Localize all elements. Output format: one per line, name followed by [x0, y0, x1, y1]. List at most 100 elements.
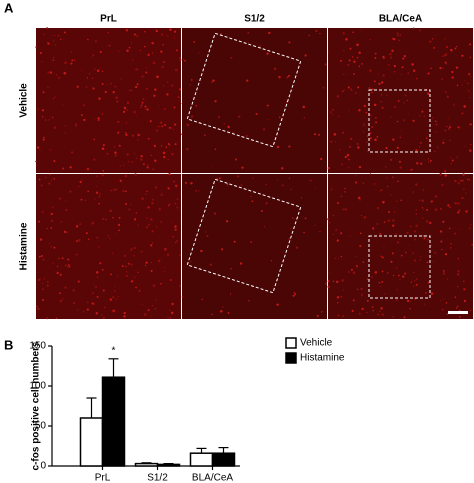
- cell-dot: [40, 255, 43, 258]
- cell-dot: [266, 52, 269, 55]
- cell-dot: [402, 275, 405, 278]
- cell-dot: [245, 134, 248, 137]
- cell-dot: [43, 33, 45, 36]
- roi-box: [186, 178, 302, 294]
- cell-dot: [49, 149, 52, 151]
- cell-dot: [372, 227, 375, 230]
- cell-dot: [355, 174, 357, 176]
- cell-dot: [114, 154, 118, 157]
- cell-dot: [141, 303, 143, 305]
- cell-dot: [371, 88, 374, 91]
- cell-dot: [42, 288, 44, 291]
- cell-dot: [335, 229, 338, 232]
- cell-dot: [130, 204, 132, 206]
- cell-dot: [288, 145, 291, 148]
- cell-dot: [451, 70, 454, 74]
- cell-dot: [423, 237, 426, 240]
- cell-dot: [91, 77, 94, 80]
- cell-dot: [423, 115, 426, 118]
- cell-dot: [327, 280, 330, 283]
- cell-dot: [380, 101, 382, 103]
- cell-dot: [363, 216, 367, 219]
- cell-dot: [356, 43, 359, 47]
- cell-dot: [393, 70, 396, 73]
- cell-dot: [52, 98, 54, 100]
- cell-dot: [43, 136, 45, 139]
- cell-dot: [382, 200, 385, 204]
- cell-dot: [390, 260, 393, 263]
- cell-dot: [125, 122, 127, 124]
- micrograph: [36, 28, 181, 173]
- cell-dot: [419, 115, 421, 117]
- cell-dot: [404, 94, 407, 97]
- cell-dot: [267, 118, 269, 120]
- cell-dot: [453, 104, 455, 106]
- cell-dot: [144, 31, 146, 33]
- cell-dot: [309, 179, 312, 182]
- cell-dot: [167, 143, 170, 146]
- cell-dot: [456, 273, 460, 276]
- cell-dot: [342, 32, 345, 35]
- cell-dot: [86, 301, 89, 304]
- cell-dot: [165, 146, 168, 148]
- cell-dot: [167, 187, 170, 190]
- cell-dot: [101, 173, 104, 177]
- cell-dot: [179, 56, 182, 59]
- cell-dot: [395, 299, 398, 301]
- cell-dot: [365, 111, 368, 114]
- cell-dot: [176, 198, 179, 200]
- cell-dot: [168, 126, 171, 129]
- cell-dot: [113, 189, 115, 192]
- cell-dot: [247, 31, 250, 35]
- cell-dot: [107, 32, 109, 34]
- cell-dot: [171, 302, 174, 306]
- cell-dot: [130, 263, 133, 266]
- cell-dot: [395, 267, 398, 269]
- cell-dot: [133, 218, 137, 221]
- cell-dot: [194, 189, 197, 192]
- cell-dot: [412, 69, 416, 72]
- cell-dot: [411, 63, 414, 66]
- cell-dot: [128, 89, 131, 92]
- cell-dot: [287, 74, 291, 77]
- cell-dot: [145, 108, 147, 110]
- cell-dot: [454, 47, 457, 50]
- cell-dot: [365, 141, 368, 143]
- cell-dot: [463, 280, 465, 283]
- cell-dot: [72, 289, 75, 292]
- cell-dot: [354, 92, 357, 94]
- cell-dot: [255, 113, 258, 116]
- cell-dot: [193, 41, 196, 43]
- cell-dot: [94, 68, 96, 70]
- cell-dot: [434, 251, 437, 254]
- cell-dot: [350, 137, 353, 141]
- cell-dot: [441, 248, 443, 251]
- cell-dot: [373, 80, 376, 83]
- cell-dot: [442, 55, 445, 58]
- cell-dot: [174, 228, 177, 231]
- cell-dot: [344, 155, 347, 159]
- cell-dot: [146, 226, 149, 229]
- cell-dot: [135, 286, 137, 289]
- cell-dot: [200, 249, 203, 253]
- cell-dot: [38, 255, 41, 258]
- cell-dot: [136, 133, 139, 136]
- cell-dot: [435, 131, 437, 133]
- bar: [189, 452, 214, 467]
- cell-dot: [137, 139, 139, 141]
- panel-label: A: [4, 0, 14, 15]
- cell-dot: [87, 238, 90, 241]
- cell-dot: [77, 280, 80, 283]
- cell-dot: [336, 95, 340, 98]
- cell-dot: [53, 177, 56, 180]
- cell-dot: [106, 152, 109, 155]
- cell-dot: [392, 176, 394, 178]
- cell-dot: [446, 63, 448, 65]
- cell-dot: [460, 228, 462, 230]
- cell-dot: [237, 175, 240, 178]
- cell-dot: [111, 252, 114, 255]
- cell-dot: [463, 105, 467, 108]
- cell-dot: [246, 79, 249, 82]
- cell-dot: [66, 231, 69, 234]
